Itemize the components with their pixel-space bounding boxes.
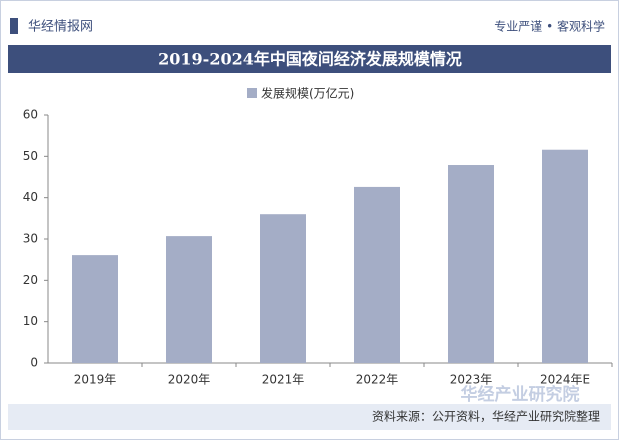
legend-label: 发展规模(万亿元) xyxy=(261,86,354,101)
title-bar xyxy=(8,45,611,73)
x-tick-label: 2019年 xyxy=(74,373,117,387)
chart-title: 2019-2024年中国夜间经济发展规模情况 xyxy=(158,50,462,69)
y-tick-label: 10 xyxy=(23,314,38,328)
source: 资料来源：公开资料，华经产业研究院整理 xyxy=(372,409,600,424)
footer-bar xyxy=(8,404,611,430)
watermark: 华经产业研究院 xyxy=(461,384,580,405)
brand: 华经情报网 xyxy=(28,20,93,35)
bar xyxy=(542,149,588,363)
logo-icon xyxy=(10,18,18,34)
slogan: 专业严谨 • 客观科学 xyxy=(494,19,605,34)
y-tick-label: 50 xyxy=(23,149,38,163)
x-tick-label: 2024年E xyxy=(540,373,590,387)
y-tick-label: 40 xyxy=(23,190,38,204)
x-tick-label: 2023年 xyxy=(450,373,493,387)
bar xyxy=(166,236,212,363)
y-tick-label: 0 xyxy=(30,356,38,370)
x-tick-label: 2020年 xyxy=(168,373,211,387)
y-tick-label: 20 xyxy=(23,273,38,287)
legend-swatch xyxy=(247,88,257,98)
bar xyxy=(448,165,494,363)
y-tick-label: 30 xyxy=(23,232,38,246)
y-tick-label: 60 xyxy=(23,108,38,122)
bar xyxy=(72,255,118,363)
x-tick-label: 2022年 xyxy=(356,373,399,387)
x-tick-label: 2021年 xyxy=(262,373,305,387)
bar xyxy=(354,186,400,363)
bar xyxy=(260,214,306,363)
